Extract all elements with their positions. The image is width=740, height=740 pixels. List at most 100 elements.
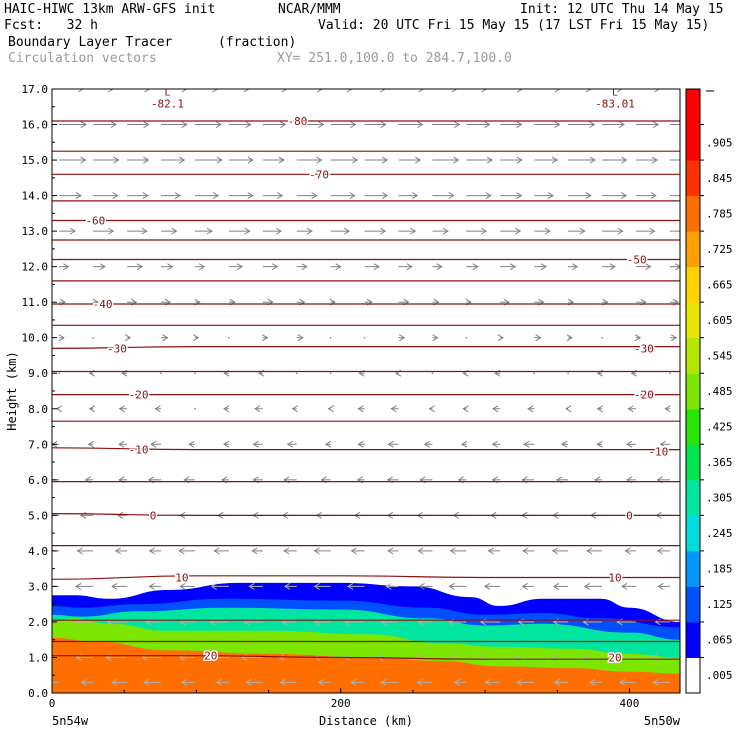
vector-head (148, 582, 155, 590)
vector-head (144, 89, 151, 93)
vector-head (69, 227, 76, 235)
colorbar-swatch (686, 586, 700, 623)
vector-head (278, 654, 285, 661)
vector-head (521, 582, 528, 590)
vector-head (544, 227, 551, 235)
colorbar-swatch (686, 231, 700, 268)
colorbar-label: .245 (706, 527, 733, 540)
vector-head (486, 156, 494, 164)
vector-head (385, 582, 392, 590)
colorbar-label: .545 (706, 349, 733, 362)
x-axis-title: Distance (km) (319, 714, 413, 728)
vector-head (350, 121, 357, 128)
vector-head (108, 227, 115, 235)
y-tick-label: 4.0 (28, 545, 48, 558)
vector-head (317, 678, 324, 686)
y-tick-label: 8.0 (28, 403, 48, 416)
minimum-symbol: L (164, 87, 170, 98)
y-tick-label: 5.0 (28, 509, 48, 522)
forecast-hour: Fcst: 32 h (4, 18, 98, 33)
vector-head (88, 405, 96, 413)
vector-head (492, 405, 499, 413)
vector-head (212, 89, 219, 93)
x-start-label: 5n54w (52, 714, 89, 728)
cross-section-endpoints: XY= 251.0,100.0 to 284.7,100.0 (277, 51, 512, 66)
vector-head (516, 156, 523, 164)
vector-head (178, 547, 185, 555)
vector-head (554, 121, 561, 128)
vector-head (565, 405, 572, 413)
vector-head (670, 334, 678, 342)
x-tick-label: 0 (49, 697, 56, 710)
vector-dot (601, 336, 603, 339)
vector-head (381, 156, 389, 164)
contour-line-5 (52, 345, 680, 349)
vector-head (180, 678, 188, 686)
vector-head (357, 440, 364, 448)
vector-head (316, 156, 323, 164)
vector-head (657, 582, 664, 590)
vector-head (516, 678, 523, 686)
vector-head (414, 156, 422, 164)
contour-label: -80 (287, 115, 307, 128)
vector-head (251, 547, 258, 555)
vector-head (283, 582, 291, 590)
contour-label: -60 (85, 214, 105, 227)
vector-head (280, 121, 287, 128)
vector-head (523, 440, 530, 448)
colorbar-swatch (686, 89, 700, 126)
vector-head (390, 405, 397, 413)
contour-label: 10 (175, 572, 188, 585)
vector-head (278, 156, 285, 164)
vector-head (171, 227, 178, 235)
vector-head (516, 192, 523, 200)
vector-head (142, 678, 150, 686)
vector-head (124, 334, 132, 342)
vector-head (609, 263, 616, 271)
vector-head (514, 227, 522, 235)
y-tick-label: 14.0 (22, 190, 49, 203)
y-tick-label: 13.0 (22, 225, 49, 238)
vector-head (142, 192, 149, 200)
contour-line-0 (52, 655, 680, 660)
vector-head (527, 405, 534, 413)
vector-head (215, 121, 222, 128)
vector-head (352, 156, 359, 164)
contour-label: -50 (627, 254, 647, 267)
contour-line-3 (52, 447, 680, 451)
colorbar: .005 .065 .125 .185 .245 .305 .365 .425 .485 .545… (685, 88, 733, 694)
vector-head (621, 582, 628, 590)
vector-head (651, 156, 659, 164)
colorbar-swatch (686, 621, 700, 658)
axes: 0.0 1.0 2.0 3.0 4.0 5.0 6.0 7.0 8.0 9.0 10.0 11.0 12… (22, 83, 640, 710)
colorbar-label: .665 (706, 278, 733, 291)
vector-head (675, 263, 680, 271)
vector-dot (329, 336, 332, 339)
vector-head (381, 192, 389, 200)
vector-head (552, 582, 560, 590)
vector-head (141, 227, 148, 235)
vector-head (416, 678, 423, 686)
vector-head (540, 263, 548, 271)
y-tick-label: 0.0 (28, 687, 48, 700)
y-tick-label: 15.0 (22, 154, 49, 167)
vector-head (656, 547, 663, 555)
vector-head (286, 440, 294, 448)
vector-dot (431, 372, 434, 375)
vector-head (80, 678, 87, 686)
vector-head (216, 156, 223, 164)
vector-head (387, 547, 394, 555)
vector-head (380, 121, 387, 128)
vector-head (566, 334, 573, 342)
vector-head (87, 440, 95, 448)
vector-dot (567, 372, 569, 375)
vector-head (114, 547, 122, 555)
vector-head (627, 405, 634, 413)
vector-field-name: Circulation vectors (8, 51, 157, 66)
y-tick-label: 12.0 (22, 261, 49, 274)
vector-head (313, 547, 320, 555)
vector-head (179, 156, 186, 164)
vector-head (283, 547, 290, 555)
vector-dot (363, 336, 366, 339)
